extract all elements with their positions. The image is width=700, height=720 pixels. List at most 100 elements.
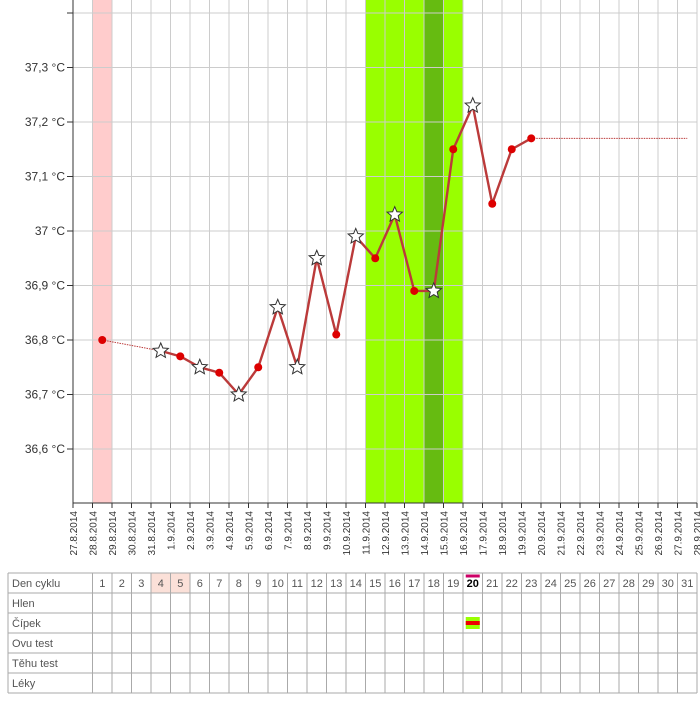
- data-point-star: [268, 297, 287, 315]
- cycle-day-number: 30: [662, 578, 674, 590]
- data-point: [176, 352, 185, 361]
- x-tick-label: 27.9.2014: [674, 511, 685, 556]
- x-tick-label: 22.9.2014: [576, 511, 587, 556]
- fertile-band: [385, 0, 405, 503]
- cycle-day-number: 1: [99, 578, 105, 590]
- fertile-band: [404, 0, 424, 503]
- cycle-day-number: 22: [506, 578, 518, 590]
- cycle-day-number: 31: [681, 578, 693, 590]
- x-tick-label: 11.9.2014: [362, 511, 373, 555]
- x-tick-label: 17.9.2014: [479, 511, 490, 556]
- y-tick-label: 36,9 °C: [25, 279, 65, 293]
- cycle-day-number: 19: [447, 578, 459, 590]
- data-point-star: [151, 341, 170, 359]
- data-point: [215, 368, 224, 377]
- series-line: [160, 104, 532, 396]
- cycle-day-number: 26: [584, 578, 596, 590]
- cycle-day-number: 18: [428, 578, 440, 590]
- cycle-day-number: 10: [272, 578, 284, 590]
- cycle-day-number: 3: [138, 578, 144, 590]
- data-point: [527, 134, 536, 143]
- cycle-day-number: 25: [564, 578, 576, 590]
- x-tick-label: 26.9.2014: [654, 511, 665, 556]
- y-tick-label: 36,6 °C: [25, 442, 65, 456]
- data-point: [371, 254, 380, 263]
- data-point-star: [307, 248, 326, 266]
- cycle-day-highlight: [170, 573, 190, 593]
- cycle-day-number: 8: [236, 578, 242, 590]
- cycle-day-number: 16: [389, 578, 401, 590]
- x-tick-label: 19.9.2014: [518, 511, 529, 556]
- x-tick-label: 24.9.2014: [615, 511, 626, 556]
- x-tick-label: 6.9.2014: [264, 511, 275, 550]
- cycle-day-number: 28: [623, 578, 635, 590]
- y-tick-label: 36,7 °C: [25, 388, 65, 402]
- cervix-marker-stripe: [465, 621, 480, 625]
- x-tick-label: 15.9.2014: [440, 511, 451, 556]
- x-tick-label: 3.9.2014: [206, 511, 217, 550]
- data-point: [410, 286, 419, 295]
- period-band: [92, 0, 112, 503]
- x-tick-label: 4.9.2014: [225, 511, 236, 550]
- cycle-day-number: 23: [525, 578, 537, 590]
- cycle-day-number: 17: [408, 578, 420, 590]
- cycle-day-number: 15: [369, 578, 381, 590]
- table-row-label: Léky: [12, 678, 36, 690]
- cycle-day-number: 6: [197, 578, 203, 590]
- table-row-label: Hlen: [12, 598, 35, 610]
- x-tick-label: 8.9.2014: [303, 511, 314, 550]
- cycle-day-number: 5: [177, 578, 183, 590]
- x-tick-label: 31.8.2014: [147, 511, 158, 556]
- cycle-day-number: 21: [486, 578, 498, 590]
- data-point-star: [463, 96, 482, 114]
- data-point-star: [424, 281, 443, 299]
- data-point: [488, 199, 497, 208]
- cycle-day-number: 29: [642, 578, 654, 590]
- peak-fertile-band: [424, 0, 444, 503]
- x-tick-label: 10.9.2014: [342, 511, 353, 556]
- x-tick-label: 13.9.2014: [401, 511, 412, 556]
- data-point-star: [346, 227, 365, 244]
- x-tick-label: 29.8.2014: [108, 511, 119, 556]
- table-row-label: Těhu test: [12, 658, 58, 670]
- x-tick-label: 12.9.2014: [381, 511, 392, 556]
- cycle-day-number: 2: [119, 578, 125, 590]
- table-row-label: Čípek: [12, 617, 41, 630]
- data-point-star: [190, 357, 209, 375]
- fertile-band: [365, 0, 385, 503]
- y-tick-label: 37,2 °C: [25, 115, 65, 129]
- x-tick-label: 28.9.2014: [693, 511, 700, 556]
- x-tick-label: 1.9.2014: [167, 511, 178, 550]
- cycle-day-number: 11: [292, 578, 303, 590]
- y-tick-label: 36,8 °C: [25, 333, 65, 347]
- x-tick-label: 9.9.2014: [323, 511, 334, 550]
- current-day-marker: [465, 574, 480, 578]
- cycle-day-number: 20: [467, 578, 479, 590]
- y-tick-label: 37 °C: [35, 224, 65, 238]
- data-point-star: [288, 357, 307, 375]
- x-tick-label: 20.9.2014: [537, 511, 548, 556]
- x-tick-label: 14.9.2014: [420, 511, 431, 556]
- cycle-day-highlight: [151, 573, 171, 593]
- x-tick-label: 18.9.2014: [498, 511, 509, 556]
- cycle-day-number: 4: [158, 578, 164, 590]
- x-tick-label: 16.9.2014: [459, 511, 470, 556]
- cycle-day-number: 27: [603, 578, 615, 590]
- x-tick-label: 21.9.2014: [557, 511, 568, 556]
- x-tick-label: 30.8.2014: [128, 511, 139, 556]
- cycle-day-number: 9: [255, 578, 261, 590]
- cycle-day-number: 24: [545, 578, 557, 590]
- data-point: [332, 330, 341, 339]
- data-point: [98, 336, 107, 344]
- y-tick-label: 37,1 °C: [25, 170, 65, 184]
- cycle-day-number: 14: [350, 578, 362, 590]
- x-tick-label: 27.8.2014: [69, 511, 80, 556]
- x-tick-label: 28.8.2014: [89, 511, 100, 556]
- table-row-label: Ovu test: [12, 638, 53, 650]
- data-point: [449, 145, 458, 154]
- data-point: [254, 363, 263, 372]
- x-tick-label: 5.9.2014: [245, 511, 256, 550]
- fertile-band: [443, 0, 463, 503]
- y-tick-label: 37,3 °C: [25, 61, 65, 75]
